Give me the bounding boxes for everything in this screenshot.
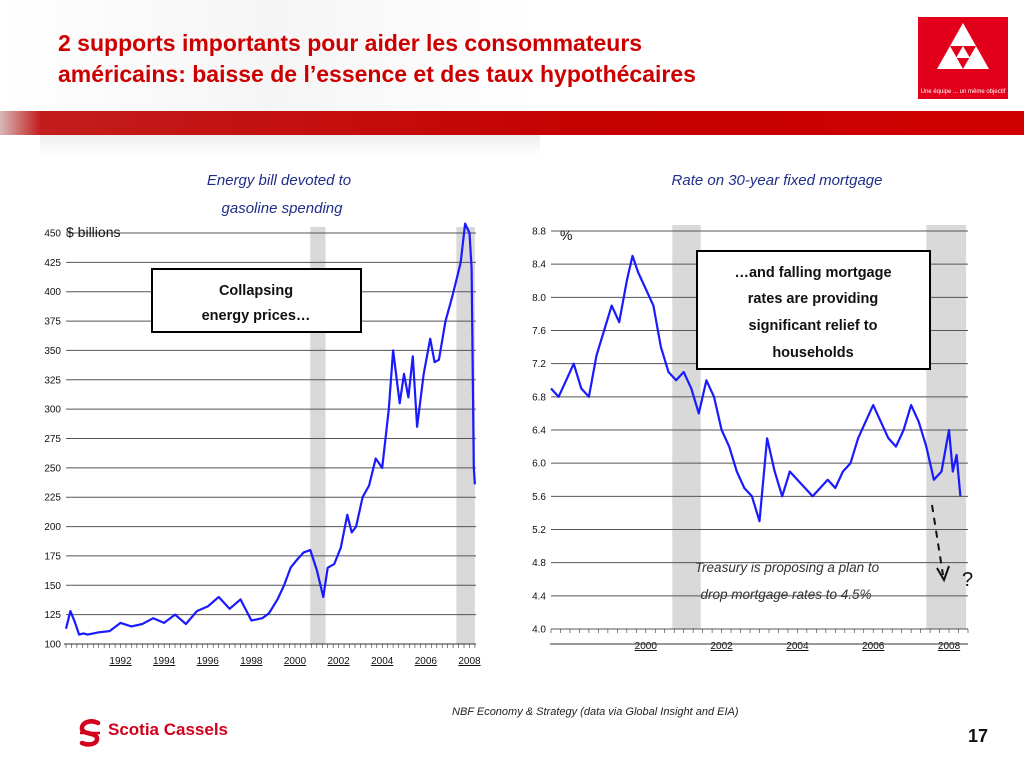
left-y-tick-label: 125 — [44, 610, 61, 621]
left-y-tick-label: 350 — [44, 346, 61, 357]
left-x-tick-label: 1994 — [153, 656, 176, 667]
left-unit-label: $ billions — [66, 224, 120, 240]
left-y-tick-label: 375 — [44, 317, 61, 328]
right-chart: Rate on 30-year fixed mortgage 4.0 4.4 4.8… — [532, 172, 973, 652]
right-x-tick-label: 2004 — [786, 641, 809, 652]
right-y-axis-ticks: 4.0 4.4 4.8 5.2 5.6 6.0 6.4 6.8 7.2 7.6 8.0 8.4 8.8 — [532, 227, 546, 636]
right-y-tick-label: 6.0 — [532, 459, 546, 470]
right-y-tick-label: 7.2 — [532, 359, 546, 370]
left-gridlines — [66, 232, 476, 645]
right-annotation-line2: rates are providing — [748, 291, 879, 307]
right-unit-label: % — [560, 227, 572, 243]
left-recession-band — [456, 227, 475, 644]
left-y-tick-label: 250 — [44, 463, 61, 474]
left-y-tick-label: 175 — [44, 551, 61, 562]
left-chart-title-line1: Energy bill devoted to — [207, 172, 351, 189]
scotia-logo-icon — [79, 719, 101, 747]
left-x-tick-label: 2006 — [415, 656, 438, 667]
right-y-tick-label: 5.6 — [532, 492, 546, 503]
right-x-tick-label: 2000 — [635, 641, 658, 652]
right-recession-band — [926, 225, 967, 629]
left-annotation-line2: energy prices… — [202, 308, 311, 324]
right-y-tick-label: 6.8 — [532, 392, 546, 403]
right-annotation-line4: households — [772, 345, 853, 361]
source-note: NBF Economy & Strategy (data via Global … — [452, 706, 739, 718]
left-x-tick-label: 2000 — [284, 656, 307, 667]
company-logo: Une équipe ... un même objectif — [918, 17, 1008, 99]
left-y-tick-label: 325 — [44, 375, 61, 386]
left-chart-title-line2: gasoline spending — [222, 200, 344, 217]
question-mark-label: ? — [962, 569, 973, 591]
left-y-tick-label: 225 — [44, 493, 61, 504]
right-y-tick-label: 8.4 — [532, 260, 546, 271]
left-chart: Energy bill devoted to gasoline spending… — [44, 172, 481, 667]
right-chart-title: Rate on 30-year fixed mortgage — [672, 172, 883, 189]
left-y-tick-label: 425 — [44, 258, 61, 269]
right-x-tick-label: 2008 — [938, 641, 961, 652]
right-y-tick-label: 8.0 — [532, 293, 546, 304]
page-number: 17 — [968, 726, 989, 746]
left-annotation-line1: Collapsing — [219, 283, 293, 299]
right-series-line — [550, 254, 962, 523]
right-y-tick-label: 7.6 — [532, 326, 546, 337]
left-x-tick-label: 2004 — [371, 656, 394, 667]
left-x-tick-label: 1992 — [109, 656, 132, 667]
band-shadow — [40, 135, 540, 157]
right-annotation-line1: …and falling mortgage — [734, 265, 891, 281]
right-x-tick-label: 2006 — [862, 641, 885, 652]
right-note-line1: Treasury is proposing a plan to — [695, 560, 880, 575]
triangle-logo-icon — [937, 23, 989, 69]
logo-tagline: Une équipe ... un même objectif — [920, 89, 1006, 95]
right-y-tick-label: 4.8 — [532, 558, 546, 569]
right-annotation-box: …and falling mortgage rates are providin… — [696, 250, 931, 370]
left-x-tick-label: 2008 — [458, 656, 481, 667]
slide-title-line2: américains: baisse de l’essence et des t… — [58, 61, 696, 87]
left-y-tick-label: 400 — [44, 287, 61, 298]
right-x-axis-ticks: 2000 2002 2004 2006 2008 — [550, 629, 969, 652]
left-y-tick-label: 200 — [44, 522, 61, 533]
left-annotation-frame — [151, 268, 362, 333]
left-y-tick-label: 275 — [44, 434, 61, 445]
left-x-tick-label: 1996 — [197, 656, 220, 667]
arrow-head-icon — [936, 565, 950, 583]
left-y-tick-label: 150 — [44, 581, 61, 592]
left-annotation-box: Collapsing energy prices… — [151, 268, 362, 333]
right-annotation-frame — [696, 250, 931, 370]
header-red-band — [0, 111, 1024, 135]
right-y-tick-label: 4.0 — [532, 625, 546, 636]
footer-brand-name: Scotia Cassels — [108, 720, 229, 739]
right-y-tick-label: 6.4 — [532, 426, 546, 437]
left-y-tick-label: 300 — [44, 405, 61, 416]
left-y-tick-label: 100 — [44, 640, 61, 651]
left-y-axis-ticks: 100 125 150 175 200 225 250 275 300 325 350 375 400 4… — [44, 229, 61, 651]
slide-title: 2 supports importants pour aider les con… — [58, 28, 908, 90]
right-y-tick-label: 5.2 — [532, 525, 546, 536]
right-y-tick-label: 4.4 — [532, 591, 546, 602]
right-y-tick-label: 8.8 — [532, 227, 546, 238]
right-x-tick-label: 2002 — [710, 641, 733, 652]
left-x-tick-label: 1998 — [240, 656, 263, 667]
left-y-tick-label: 450 — [44, 229, 61, 240]
right-recession-bands — [672, 225, 967, 629]
left-x-axis-ticks: 1992 1994 1996 1998 2000 2002 2004 2006 2008 — [65, 644, 481, 667]
right-annotation-line3: significant relief to — [749, 318, 878, 334]
left-series-line — [64, 222, 476, 636]
left-x-tick-label: 2002 — [327, 656, 350, 667]
right-note-line2: drop mortgage rates to 4.5% — [700, 587, 871, 602]
slide-title-line1: 2 supports importants pour aider les con… — [58, 30, 643, 56]
